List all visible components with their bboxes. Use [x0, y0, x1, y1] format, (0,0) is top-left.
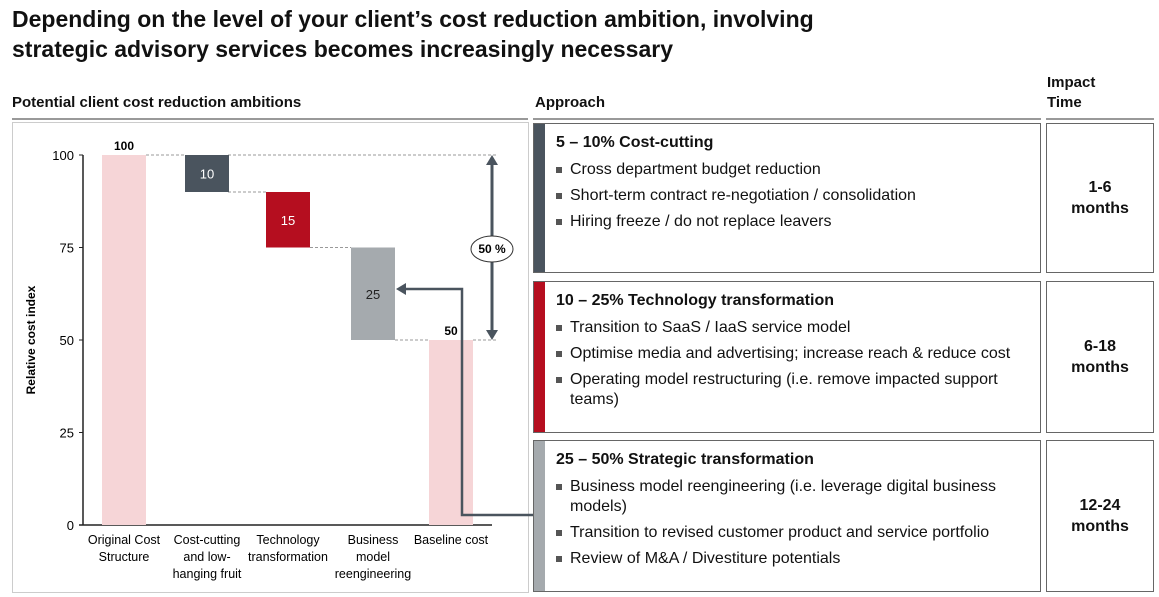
category-label: Cost-cutting	[174, 533, 241, 547]
approach-title: 5 – 10% Cost-cutting	[556, 134, 714, 151]
percent-label: 50 %	[478, 242, 506, 256]
impact-heading: Impact Time	[1047, 73, 1095, 113]
category-label: reengineering	[335, 567, 411, 581]
bar-total-label: 50	[444, 324, 458, 338]
list-item: Short-term contract re-negotiation / con…	[556, 186, 1016, 206]
category-label: Technology	[256, 533, 320, 547]
title-line-2: strategic advisory services becomes incr…	[12, 36, 674, 62]
y-tick-label: 50	[60, 333, 74, 348]
link-arrow	[403, 287, 533, 517]
category-label: hanging fruit	[173, 567, 242, 581]
y-tick-label: 100	[52, 148, 74, 163]
slide-title: Depending on the level of your client’s …	[12, 4, 1012, 64]
bar-value-label: 10	[200, 167, 214, 182]
impact-time-cell: 1-6 months	[1046, 123, 1154, 273]
list-item: Hiring freeze / do not replace leavers	[556, 212, 1016, 232]
divider	[1046, 118, 1154, 120]
impact-unit: months	[1071, 359, 1129, 376]
list-item: Optimise media and advertising; increase…	[556, 344, 1016, 364]
impact-unit: months	[1071, 200, 1129, 217]
approach-title: 25 – 50% Strategic transformation	[556, 451, 814, 468]
bar	[185, 155, 229, 192]
approach-row: 5 – 10% Cost-cutting Cross department bud…	[533, 123, 1041, 273]
impact-heading-2: Time	[1047, 94, 1082, 111]
color-strip	[534, 441, 545, 591]
divider	[533, 118, 1041, 120]
y-axis-label: Relative cost index	[24, 285, 38, 394]
approach-title: 10 – 25% Technology transformation	[556, 292, 834, 309]
arrow-head-left-icon	[396, 283, 406, 295]
approach-list: Transition to SaaS / IaaS service model O…	[556, 318, 1016, 416]
category-label: Baseline cost	[414, 533, 489, 547]
list-item: Review of M&A / Divestiture potentials	[556, 549, 1016, 569]
list-item: Business model reengineering (i.e. lever…	[556, 477, 1016, 517]
y-tick-label: 0	[67, 518, 74, 533]
color-strip	[534, 124, 545, 272]
divider	[12, 118, 528, 120]
category-label: and low-	[183, 550, 230, 564]
category-label: transformation	[248, 550, 328, 564]
arrow-head-down-icon	[486, 330, 498, 340]
impact-range: 1-6	[1088, 179, 1112, 196]
category-label: Original Cost	[88, 533, 161, 547]
y-tick-label: 25	[60, 426, 74, 441]
bar	[266, 192, 310, 248]
approach-row: 25 – 50% Strategic transformation Busines…	[533, 440, 1041, 592]
category-label: Structure	[99, 550, 150, 564]
bar	[429, 340, 473, 525]
arrow-head-up-icon	[486, 155, 498, 165]
list-item: Operating model restructuring (i.e. remo…	[556, 370, 1016, 410]
list-item: Cross department budget reduction	[556, 160, 1016, 180]
approach-row: 10 – 25% Technology transformation Transi…	[533, 281, 1041, 433]
impact-range: 12-24	[1079, 497, 1121, 514]
impact-range: 6-18	[1083, 338, 1117, 355]
approach-heading: Approach	[535, 94, 606, 111]
approach-list: Cross department budget reduction Short-t…	[556, 160, 1016, 238]
impact-unit: months	[1071, 518, 1129, 535]
impact-time-cell: 12-24 months	[1046, 440, 1154, 592]
impact-heading-1: Impact	[1047, 74, 1096, 91]
percent-badge	[470, 235, 514, 263]
list-item: Transition to revised customer product a…	[556, 523, 1016, 543]
title-line-1: Depending on the level of your client’s …	[12, 6, 814, 32]
impact-time-cell: 6-18 months	[1046, 281, 1154, 433]
left-heading: Potential client cost reduction ambition…	[12, 94, 302, 111]
bar	[102, 155, 146, 525]
approach-list: Business model reengineering (i.e. lever…	[556, 477, 1016, 575]
bar	[351, 247, 395, 340]
category-label: Business	[348, 533, 399, 547]
y-tick-label: 75	[60, 241, 74, 256]
bar-total-label: 100	[114, 139, 134, 153]
bar-value-label: 15	[281, 213, 295, 228]
chart-frame	[12, 122, 529, 593]
bar-value-label: 25	[366, 287, 380, 302]
category-label: model	[356, 550, 390, 564]
color-strip	[534, 282, 545, 432]
list-item: Transition to SaaS / IaaS service model	[556, 318, 1016, 338]
